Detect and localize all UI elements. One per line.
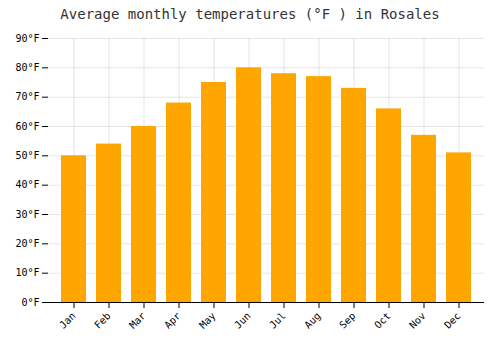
- svg-text:May: May: [197, 310, 218, 331]
- svg-text:Oct: Oct: [372, 310, 393, 331]
- svg-text:Aug: Aug: [302, 310, 323, 331]
- svg-text:Dec: Dec: [442, 310, 463, 331]
- svg-text:Sep: Sep: [337, 310, 358, 331]
- svg-text:Mar: Mar: [127, 310, 148, 331]
- svg-text:80°F: 80°F: [15, 62, 39, 73]
- html-text:Average monthly temperatures (: Average monthly temperatures (°F ) in Ro…: [60, 6, 440, 22]
- svg-text:Jun: Jun: [232, 310, 253, 331]
- svg-text:50°F: 50°F: [15, 150, 39, 161]
- svg-text:Jan: Jan: [57, 310, 78, 331]
- svg-text:Apr: Apr: [162, 310, 183, 331]
- svg-text:10°F: 10°F: [15, 267, 39, 278]
- svg-text:30°F: 30°F: [15, 209, 39, 220]
- svg-text:20°F: 20°F: [15, 238, 39, 249]
- svg-text:0°F: 0°F: [21, 297, 39, 308]
- svg-text:90°F: 90°F: [15, 33, 39, 44]
- svg-text:Jul: Jul: [267, 310, 288, 331]
- svg-text:40°F: 40°F: [15, 179, 39, 190]
- svg-text:Feb: Feb: [92, 310, 113, 331]
- svg-text:Nov: Nov: [407, 310, 428, 331]
- svg-text:60°F: 60°F: [15, 121, 39, 132]
- svg-text:70°F: 70°F: [15, 91, 39, 102]
